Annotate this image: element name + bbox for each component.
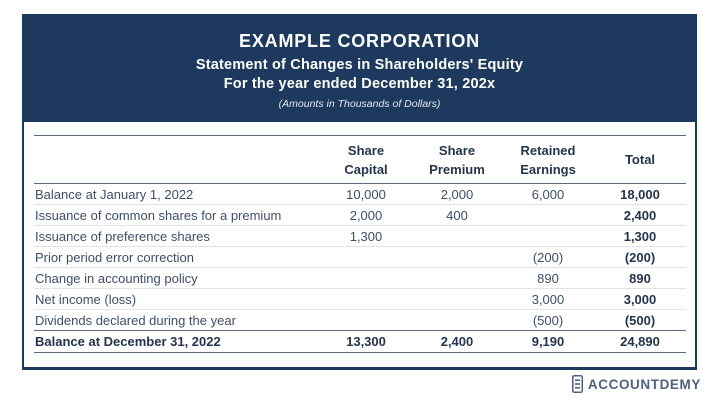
col-header-share-capital: Share Capital — [320, 136, 412, 184]
cell-share-capital: 13,300 — [346, 334, 386, 349]
row-label: Balance at January 1, 2022 — [35, 186, 194, 202]
header-line: Share — [347, 142, 385, 158]
col-header-share-premium: Share Premium — [412, 136, 502, 184]
row-label: Dividends declared during the year — [35, 312, 236, 328]
cell-share-premium — [412, 226, 502, 247]
table-row: Balance at January 1, 2022 10,000 2,000 … — [34, 184, 686, 205]
title-band: EXAMPLE CORPORATION Statement of Changes… — [22, 14, 697, 122]
header-line: Share — [438, 142, 476, 158]
cell-retained-earnings: 3,000 — [531, 291, 565, 307]
ledger-icon — [571, 375, 583, 393]
col-header-retained-earnings: Retained Earnings — [502, 136, 594, 184]
header-line: Retained — [520, 142, 576, 158]
cell-retained-earnings — [502, 205, 594, 226]
table-row: Dividends declared during the year (500)… — [34, 310, 686, 331]
table-row-ending-balance: Balance at December 31, 2022 13,300 2,40… — [34, 330, 686, 353]
row-label: Prior period error correction — [35, 249, 194, 265]
cell-retained-earnings: 9,190 — [531, 334, 565, 349]
row-label: Net income (loss) — [35, 291, 137, 307]
cell-share-premium — [412, 310, 502, 331]
cell-retained-earnings: (500) — [532, 312, 564, 328]
row-label: Balance at December 31, 2022 — [35, 334, 221, 349]
period-line: For the year ended December 31, 202x — [223, 76, 496, 92]
cell-share-premium — [412, 247, 502, 268]
cell-retained-earnings: 890 — [537, 270, 559, 286]
cell-share-capital — [320, 247, 412, 268]
cell-total: 18,000 — [620, 186, 660, 202]
header-line: Total — [624, 152, 656, 167]
statement-title: Statement of Changes in Shareholders' Eq… — [195, 57, 524, 73]
cell-total: 890 — [629, 270, 651, 286]
cell-share-premium — [412, 268, 502, 289]
row-label: Change in accounting policy — [35, 270, 198, 286]
cell-total: 2,400 — [623, 207, 657, 223]
brand-name: ACCOUNTDEMY — [587, 376, 701, 392]
cell-retained-earnings: (200) — [532, 249, 564, 265]
company-name: EXAMPLE CORPORATION — [239, 31, 480, 51]
cell-total: (200) — [624, 249, 656, 265]
cell-share-capital — [320, 289, 412, 310]
col-header-total: Total — [594, 136, 686, 184]
cell-retained-earnings: 6,000 — [531, 186, 565, 202]
cell-share-premium: 400 — [446, 207, 468, 223]
row-label: Issuance of preference shares — [35, 228, 210, 244]
cell-retained-earnings — [502, 226, 594, 247]
cell-share-capital: 2,000 — [349, 207, 383, 223]
cell-total: (500) — [624, 312, 656, 328]
cell-total: 24,890 — [620, 334, 660, 349]
cell-share-capital: 1,300 — [349, 228, 383, 244]
cell-total: 3,000 — [623, 291, 657, 307]
cell-total: 1,300 — [623, 228, 657, 244]
table-row: Prior period error correction (200) (200… — [34, 247, 686, 268]
column-header-row: Share Capital Share Premium Retained Ear… — [34, 135, 686, 184]
table-row: Issuance of preference shares 1,300 1,30… — [34, 226, 686, 247]
header-line: Earnings — [520, 161, 576, 177]
equity-table: Share Capital Share Premium Retained Ear… — [34, 135, 686, 353]
cell-share-premium — [412, 289, 502, 310]
row-label-header — [34, 136, 320, 184]
table-row: Net income (loss) 3,000 3,000 — [34, 289, 686, 310]
header-line: Capital — [344, 161, 388, 177]
table-row: Change in accounting policy 890 890 — [34, 268, 686, 289]
cell-share-capital — [320, 310, 412, 331]
brand-logo: ACCOUNTDEMY — [571, 375, 701, 393]
cell-share-capital: 10,000 — [346, 186, 386, 202]
statement-card: Share Capital Share Premium Retained Ear… — [22, 122, 697, 370]
cell-share-premium: 2,400 — [440, 334, 474, 349]
row-label: Issuance of common shares for a premium — [35, 207, 282, 223]
header-line: Premium — [429, 161, 485, 177]
cell-share-premium: 2,000 — [440, 186, 474, 202]
cell-share-capital — [320, 268, 412, 289]
table-row: Issuance of common shares for a premium … — [34, 205, 686, 226]
amounts-note: (Amounts in Thousands of Dollars) — [278, 98, 441, 110]
